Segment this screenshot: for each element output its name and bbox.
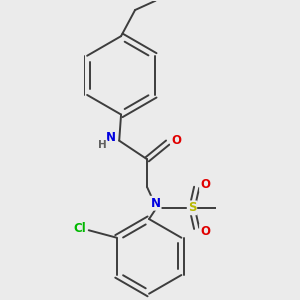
- Text: N: N: [151, 197, 160, 210]
- Text: O: O: [200, 225, 210, 238]
- Text: N: N: [106, 131, 116, 144]
- Text: H: H: [98, 140, 107, 150]
- Text: O: O: [171, 134, 181, 147]
- Text: S: S: [188, 201, 196, 214]
- Text: Cl: Cl: [73, 222, 86, 235]
- Text: O: O: [200, 178, 210, 191]
